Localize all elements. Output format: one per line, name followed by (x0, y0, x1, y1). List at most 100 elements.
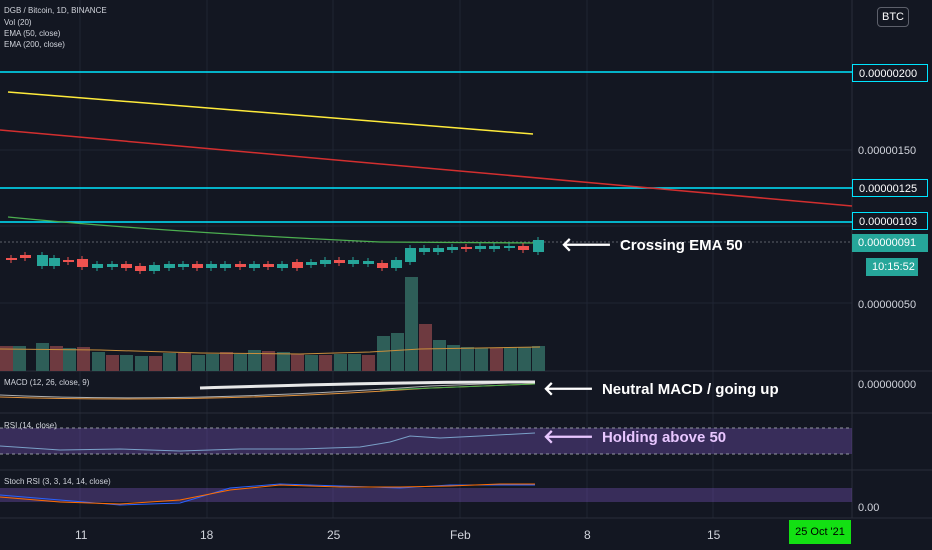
time-label-18: 18 (200, 528, 214, 542)
volume-bar (433, 340, 446, 371)
candle (135, 266, 146, 271)
candle (433, 248, 444, 252)
time-label-25: 25 (327, 528, 341, 542)
volume-bar (77, 347, 90, 371)
candle (533, 240, 544, 252)
candle (504, 246, 515, 248)
volume-bar (532, 346, 545, 371)
arrow-left-icon: 🡐 (543, 427, 594, 448)
symbol-title[interactable]: DGB / Bitcoin, 1D, BINANCE (4, 6, 107, 15)
candle (63, 260, 74, 262)
candle (320, 260, 331, 264)
candle (149, 265, 160, 271)
volume-bar (348, 354, 361, 371)
volume-bar (192, 355, 205, 371)
time-label-8: 8 (584, 528, 591, 542)
current-price-label: 0.00000091 (852, 234, 928, 252)
volume-bar (92, 352, 105, 371)
currency-button[interactable]: BTC (877, 7, 909, 27)
candle (6, 258, 17, 260)
candle (348, 260, 359, 264)
volume-bar (447, 345, 460, 371)
stoch-d-line (0, 483, 535, 505)
candle (391, 260, 402, 268)
volume-bar (149, 356, 162, 371)
annotation-rsi-text: Holding above 50 (601, 428, 727, 446)
volume-bar (163, 353, 176, 371)
time-label-feb: Feb (450, 528, 471, 542)
volume-bar (461, 347, 474, 371)
candle (220, 264, 231, 268)
volume-ma-line (0, 346, 541, 355)
volume-bar (135, 356, 148, 371)
candle (377, 263, 388, 268)
candle (334, 260, 345, 263)
volume-bar (475, 348, 488, 371)
volume-bar (305, 355, 318, 371)
annotation-macd-text: Neutral MACD / going up (601, 380, 779, 398)
price-label-050: 0.00000050 (858, 299, 917, 311)
arrow-left-icon: 🡐 (561, 235, 612, 256)
macd-signal-line (0, 383, 536, 400)
candle (192, 264, 203, 268)
candle (20, 255, 31, 258)
volume-indicator-label[interactable]: Vol (20) (4, 18, 32, 27)
volume-bar (234, 354, 247, 371)
candle (292, 262, 303, 268)
annotation-crossing-ema: 🡐 Crossing EMA 50 (561, 233, 743, 257)
candle (518, 246, 529, 250)
volume-bar (362, 355, 375, 371)
volume-bar (334, 354, 347, 371)
ema50-indicator-label[interactable]: EMA (50, close) (4, 29, 61, 38)
macd-indicator-label[interactable]: MACD (12, 26, close, 9) (4, 378, 90, 387)
annotation-ema-text: Crossing EMA 50 (619, 236, 743, 254)
candle (107, 264, 118, 267)
time-label-11: 11 (75, 528, 88, 542)
candle (235, 264, 246, 267)
volume-bar (377, 336, 390, 371)
macd-histogram-line (379, 383, 536, 391)
candle (178, 264, 189, 267)
stoch-band (0, 488, 852, 502)
volume-bar (13, 346, 26, 371)
candle (306, 262, 317, 265)
price-label-125: 0.00000125 (852, 179, 928, 197)
volume-bar (291, 354, 304, 371)
candle (363, 261, 374, 264)
volume-bar (319, 355, 332, 371)
volume-bar (248, 350, 261, 371)
annotation-macd: 🡐 Neutral MACD / going up (543, 377, 779, 401)
volume-bar (391, 333, 404, 371)
price-label-200: 0.00000200 (852, 64, 928, 82)
candle (92, 264, 103, 268)
candle (475, 246, 486, 249)
volume-bar (262, 351, 275, 371)
candle (206, 264, 217, 268)
candle (419, 248, 430, 252)
arrow-left-icon: 🡐 (543, 379, 594, 400)
macd-zero-label: 0.00000000 (858, 379, 917, 391)
volume-bar (63, 348, 76, 371)
ema200-indicator-label[interactable]: EMA (200, close) (4, 40, 65, 49)
volume-bar (518, 347, 531, 371)
macd-zero-highlight (199, 380, 536, 390)
candle (447, 247, 458, 250)
volume-bar (405, 277, 418, 371)
stoch-zero-label: 0.00 (858, 502, 880, 514)
candle (277, 264, 288, 268)
volume-bar (419, 324, 432, 371)
rsi-indicator-label[interactable]: RSI (14, close) (4, 421, 57, 430)
ema200-line (0, 129, 853, 207)
yellow-trend-line (7, 91, 534, 135)
candle (121, 264, 132, 268)
candle (164, 264, 175, 268)
price-label-103: 0.00000103 (852, 212, 928, 230)
stoch-rsi-indicator-label[interactable]: Stoch RSI (3, 3, 14, 14, close) (4, 477, 111, 486)
time-label-15: 15 (707, 528, 721, 542)
candle (489, 246, 500, 249)
volume-bar (50, 346, 63, 371)
ema50-line (7, 216, 541, 244)
volume-bar (178, 353, 191, 371)
